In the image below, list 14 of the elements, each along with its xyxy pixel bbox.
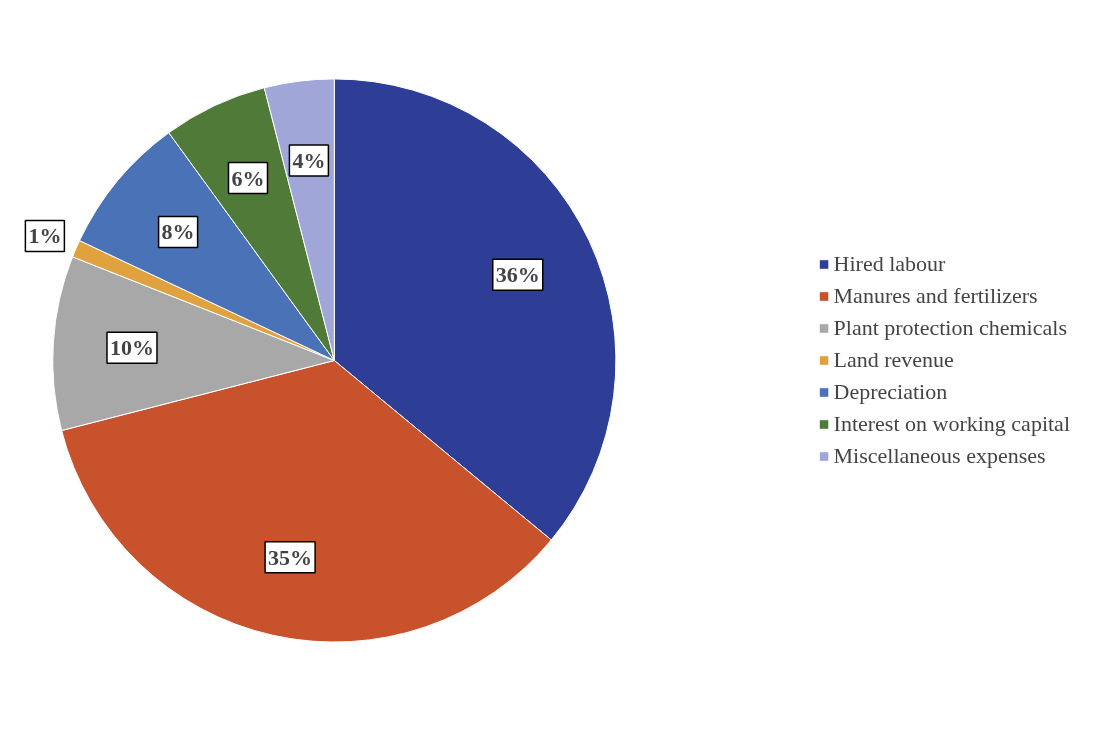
legend-label: Plant protection chemicals xyxy=(833,315,1067,341)
legend-label: Miscellaneous expenses xyxy=(833,443,1046,469)
legend-label: Manures and fertilizers xyxy=(833,283,1038,309)
data-label: 8% xyxy=(161,219,195,245)
legend-label: Interest on working capital xyxy=(833,411,1070,437)
data-label: 1% xyxy=(28,223,62,249)
data-label: 6% xyxy=(231,165,265,191)
legend-label: Depreciation xyxy=(833,379,948,405)
data-label: 35% xyxy=(268,544,313,570)
legend-label: Land revenue xyxy=(833,347,954,373)
data-label: 4% xyxy=(292,147,326,173)
data-label: 10% xyxy=(109,335,154,361)
legend-label: Hired labour xyxy=(833,251,946,277)
data-label: 36% xyxy=(495,262,540,288)
